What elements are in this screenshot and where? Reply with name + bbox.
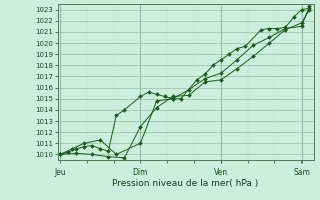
X-axis label: Pression niveau de la mer( hPa ): Pression niveau de la mer( hPa ) [112,179,259,188]
